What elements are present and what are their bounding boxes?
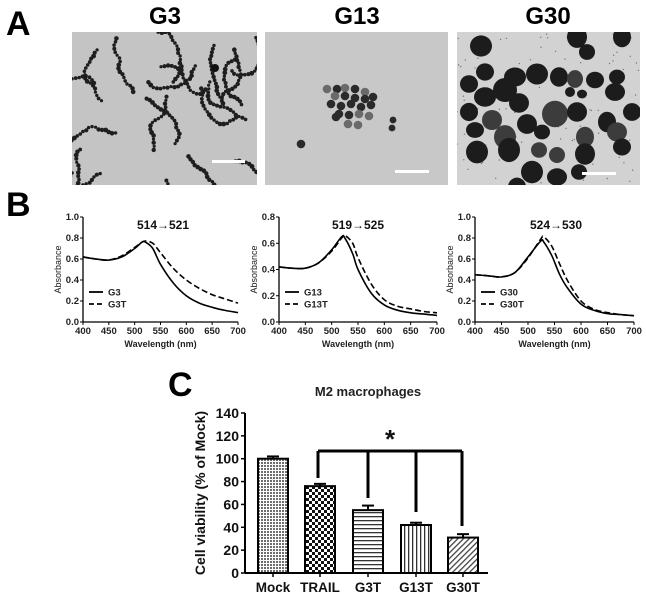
tem-title-g3: G3 xyxy=(148,3,181,30)
tem-title-g13: G13 xyxy=(334,3,380,30)
svg-text:524→530: 524→530 xyxy=(530,218,582,232)
svg-text:100: 100 xyxy=(216,451,240,467)
svg-text:500: 500 xyxy=(324,326,340,337)
svg-text:Wavelength (nm): Wavelength (nm) xyxy=(124,339,196,349)
svg-text:Wavelength (nm): Wavelength (nm) xyxy=(518,339,590,349)
svg-text:700: 700 xyxy=(230,326,246,337)
svg-text:600: 600 xyxy=(376,326,392,337)
svg-text:0.2: 0.2 xyxy=(262,291,275,302)
svg-text:0.6: 0.6 xyxy=(262,238,275,249)
svg-text:0.0: 0.0 xyxy=(66,317,79,328)
svg-text:Wavelength (nm): Wavelength (nm) xyxy=(322,339,394,349)
svg-text:0.8: 0.8 xyxy=(262,212,275,223)
svg-text:Absorbance: Absorbance xyxy=(249,245,259,293)
svg-text:450: 450 xyxy=(297,326,313,337)
svg-text:600: 600 xyxy=(178,326,194,337)
svg-text:G3T: G3T xyxy=(108,300,127,311)
svg-text:519→525: 519→525 xyxy=(332,218,384,232)
svg-text:60: 60 xyxy=(223,496,239,512)
svg-text:80: 80 xyxy=(223,474,239,490)
svg-text:1.0: 1.0 xyxy=(66,212,79,223)
svg-text:0.4: 0.4 xyxy=(66,275,80,286)
svg-text:0.8: 0.8 xyxy=(66,233,79,244)
svg-text:0.0: 0.0 xyxy=(262,317,275,328)
svg-text:550: 550 xyxy=(547,326,563,337)
panel-a-letter: A xyxy=(6,5,31,43)
svg-text:20: 20 xyxy=(223,542,239,558)
tem-image-g3 xyxy=(72,32,257,185)
svg-text:Absorbance: Absorbance xyxy=(53,245,63,293)
svg-text:500: 500 xyxy=(520,326,536,337)
svg-text:M2 macrophages: M2 macrophages xyxy=(315,384,421,399)
svg-text:0.6: 0.6 xyxy=(458,254,471,265)
svg-text:550: 550 xyxy=(153,326,169,337)
svg-text:0: 0 xyxy=(231,565,239,581)
svg-text:700: 700 xyxy=(626,326,642,337)
svg-text:120: 120 xyxy=(216,428,240,444)
svg-text:600: 600 xyxy=(573,326,589,337)
svg-text:514→521: 514→521 xyxy=(137,218,189,232)
svg-text:TRAIL: TRAIL xyxy=(300,580,340,595)
svg-text:450: 450 xyxy=(494,326,510,337)
svg-text:0.0: 0.0 xyxy=(458,317,471,328)
svg-text:G3T: G3T xyxy=(355,580,382,595)
svg-text:0.2: 0.2 xyxy=(66,296,79,307)
panel-c-letter: C xyxy=(168,366,193,404)
svg-text:Mock: Mock xyxy=(256,580,291,595)
svg-text:*: * xyxy=(385,424,396,454)
svg-text:450: 450 xyxy=(101,326,117,337)
svg-text:400: 400 xyxy=(271,326,287,337)
svg-text:G13T: G13T xyxy=(304,300,328,311)
svg-text:400: 400 xyxy=(467,326,483,337)
svg-text:550: 550 xyxy=(350,326,366,337)
svg-text:650: 650 xyxy=(204,326,220,337)
svg-text:G3: G3 xyxy=(108,288,121,299)
tem-image-g30 xyxy=(457,32,640,185)
svg-text:650: 650 xyxy=(403,326,419,337)
svg-text:400: 400 xyxy=(75,326,91,337)
svg-text:0.4: 0.4 xyxy=(262,265,276,276)
svg-text:140: 140 xyxy=(216,405,240,421)
svg-text:Cell viability (% of Mock): Cell viability (% of Mock) xyxy=(192,411,208,575)
svg-text:0.8: 0.8 xyxy=(458,233,471,244)
svg-text:0.6: 0.6 xyxy=(66,254,79,265)
tem-title-g30: G30 xyxy=(525,3,571,30)
svg-text:40: 40 xyxy=(223,519,239,535)
svg-text:1.0: 1.0 xyxy=(458,212,471,223)
panel-b-letter: B xyxy=(6,186,31,224)
svg-text:0.4: 0.4 xyxy=(458,275,472,286)
svg-text:Absorbance: Absorbance xyxy=(445,245,455,293)
svg-text:700: 700 xyxy=(429,326,445,337)
svg-text:0.2: 0.2 xyxy=(458,296,471,307)
svg-text:G30T: G30T xyxy=(446,580,481,595)
svg-text:G30T: G30T xyxy=(500,300,524,311)
svg-text:G30: G30 xyxy=(500,288,518,299)
svg-text:500: 500 xyxy=(127,326,143,337)
svg-text:650: 650 xyxy=(600,326,616,337)
svg-text:G13T: G13T xyxy=(399,580,434,595)
svg-text:G13: G13 xyxy=(304,288,322,299)
tem-image-g13 xyxy=(265,32,448,185)
